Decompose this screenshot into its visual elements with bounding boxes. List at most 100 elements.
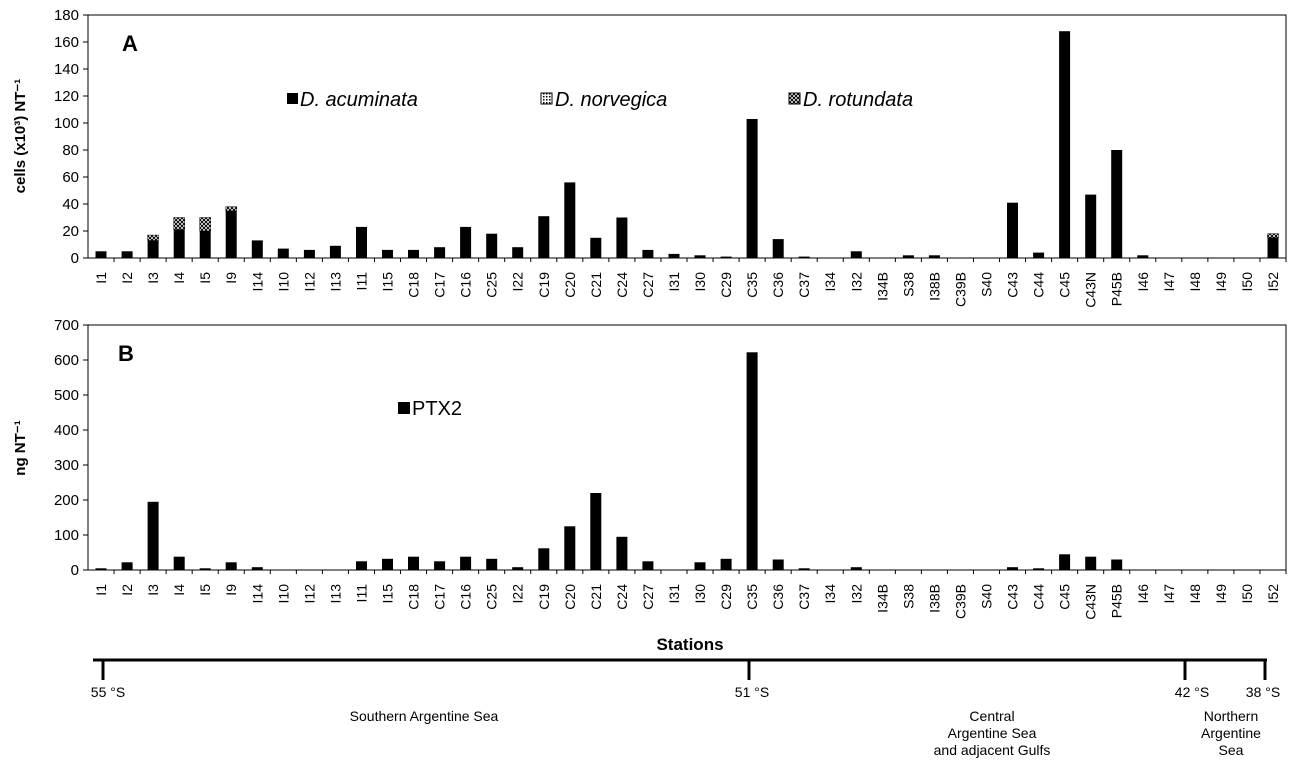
legend-swatch-ptx2 <box>398 402 410 414</box>
x-tick-label-I52: I52 <box>1265 584 1281 604</box>
bar-I31-series-0 <box>668 253 680 258</box>
panel-b-y-axis: 0 100 200 300 400 500 600 700 <box>54 317 88 579</box>
legend-swatch-d-acuminata <box>287 93 298 104</box>
panel-a-label: A <box>122 31 138 56</box>
panel-a-chart: 0 20 40 60 80 100 120 140 160 180 I1 I2 I3 I4 I5 I9 I14… <box>12 7 1287 308</box>
x-tick-label-I4: I4 <box>171 272 187 284</box>
x-tick-label-I49: I49 <box>1213 272 1229 292</box>
region-southern-argentine-sea: Southern Argentine Sea <box>350 708 499 724</box>
x-tick-label-C16: C16 <box>458 272 474 298</box>
x-tick-label-I4: I4 <box>171 584 187 596</box>
bar-I2-series-0 <box>121 562 133 570</box>
bar-C20-series-0 <box>564 526 576 571</box>
bar-C24-series-0 <box>616 217 628 258</box>
x-tick-label-I47: I47 <box>1161 584 1177 604</box>
bar-C36-series-0 <box>772 239 784 258</box>
x-tick-label-C21: C21 <box>588 584 604 610</box>
bar-I3-series-2 <box>147 234 159 241</box>
y-tick-label: 200 <box>54 492 79 509</box>
legend-label-d-norvegica: D. norvegica <box>555 89 667 111</box>
x-tick-label-C43N: C43N <box>1083 584 1099 620</box>
x-tick-label-C25: C25 <box>484 272 500 298</box>
bar-I12-series-0 <box>303 249 315 258</box>
bar-P45B-series-0 <box>1111 150 1123 258</box>
bar-C19-series-0 <box>538 548 550 570</box>
bar-C43-series-0 <box>1007 202 1018 258</box>
x-tick-label-I34B: I34B <box>874 584 890 613</box>
panel-b-bars <box>95 352 1287 574</box>
x-tick-label-I46: I46 <box>1135 272 1151 292</box>
bar-I9-series-0 <box>225 210 237 259</box>
bar-C16-series-0 <box>460 226 472 258</box>
bar-S38-series-0 <box>902 255 914 258</box>
bar-C18-series-0 <box>408 556 419 570</box>
x-tick-label-I30: I30 <box>692 584 708 604</box>
latitude-label-55s: 55 °S <box>91 684 125 700</box>
x-tick-label-C29: C29 <box>718 584 734 610</box>
x-tick-label-C43N: C43N <box>1083 272 1099 308</box>
x-tick-label-I38B: I38B <box>926 584 942 613</box>
x-tick-label-I9: I9 <box>223 584 239 596</box>
x-tick-label-I10: I10 <box>275 584 291 604</box>
x-tick-label-C45: C45 <box>1057 272 1073 298</box>
x-tick-label-I11: I11 <box>353 584 369 603</box>
region-northern-line-1: Northern <box>1204 708 1258 724</box>
x-tick-label-I22: I22 <box>510 272 526 292</box>
x-tick-label-C37: C37 <box>796 584 812 610</box>
latitude-label-38s: 38 °S <box>1246 684 1280 700</box>
bar-I3-series-0 <box>147 501 159 571</box>
region-central-line-1: Central <box>969 708 1014 724</box>
y-tick-label: 100 <box>54 115 79 132</box>
bar-I14-series-0 <box>251 240 263 258</box>
bar-I2-series-0 <box>121 251 133 259</box>
x-tick-label-C24: C24 <box>614 272 630 298</box>
x-tick-label-I48: I48 <box>1187 584 1203 604</box>
x-tick-label-I13: I13 <box>327 272 343 292</box>
x-tick-label-S38: S38 <box>900 272 916 297</box>
x-tick-label-I5: I5 <box>197 272 213 284</box>
y-tick-label: 20 <box>62 223 79 240</box>
latitude-label-42s: 42 °S <box>1175 684 1209 700</box>
y-tick-label: 80 <box>62 142 79 159</box>
bar-C17-series-0 <box>434 561 446 571</box>
x-tick-label-I11: I11 <box>353 272 369 291</box>
bar-I4-series-0 <box>173 229 185 258</box>
x-tick-label-C19: C19 <box>536 272 552 298</box>
bar-I30-series-0 <box>694 562 706 570</box>
bar-I11-series-0 <box>356 226 367 258</box>
panel-b-legend: PTX2 <box>398 398 462 420</box>
x-tick-label-C43: C43 <box>1005 584 1021 610</box>
x-tick-label-C35: C35 <box>744 272 760 298</box>
x-tick-label-C36: C36 <box>770 272 786 298</box>
bar-C29-series-0 <box>720 256 732 258</box>
x-tick-label-C20: C20 <box>562 272 578 298</box>
x-tick-label-C37: C37 <box>796 272 812 298</box>
x-tick-label-I12: I12 <box>301 584 317 604</box>
x-tick-label-I12: I12 <box>301 272 317 292</box>
y-tick-label: 60 <box>62 169 79 186</box>
bar-C18-series-0 <box>408 249 419 258</box>
x-tick-label-I32: I32 <box>848 272 864 292</box>
x-tick-label-C25: C25 <box>484 584 500 610</box>
bar-I5-series-0 <box>199 231 211 258</box>
x-tick-label-C44: C44 <box>1031 584 1047 610</box>
x-tick-label-I34B: I34B <box>874 272 890 301</box>
x-tick-label-I38B: I38B <box>926 272 942 301</box>
bar-I32-series-0 <box>850 567 862 570</box>
bar-I15-series-0 <box>382 249 393 258</box>
bar-C27-series-0 <box>642 561 654 571</box>
x-tick-label-C39B: C39B <box>952 272 968 307</box>
x-tick-label-I52: I52 <box>1265 272 1281 292</box>
bar-C45-series-0 <box>1059 31 1071 259</box>
legend-label-ptx2: PTX2 <box>412 398 462 420</box>
y-tick-label: 140 <box>54 61 79 78</box>
bar-C43N-series-0 <box>1085 556 1097 570</box>
x-tick-label-I34: I34 <box>822 272 838 292</box>
legend-label-d-acuminata: D. acuminata <box>300 89 418 111</box>
bar-C27-series-0 <box>642 249 654 258</box>
panel-b-label: B <box>118 341 134 366</box>
x-tick-label-C17: C17 <box>432 272 448 298</box>
x-tick-label-C43: C43 <box>1005 272 1021 298</box>
